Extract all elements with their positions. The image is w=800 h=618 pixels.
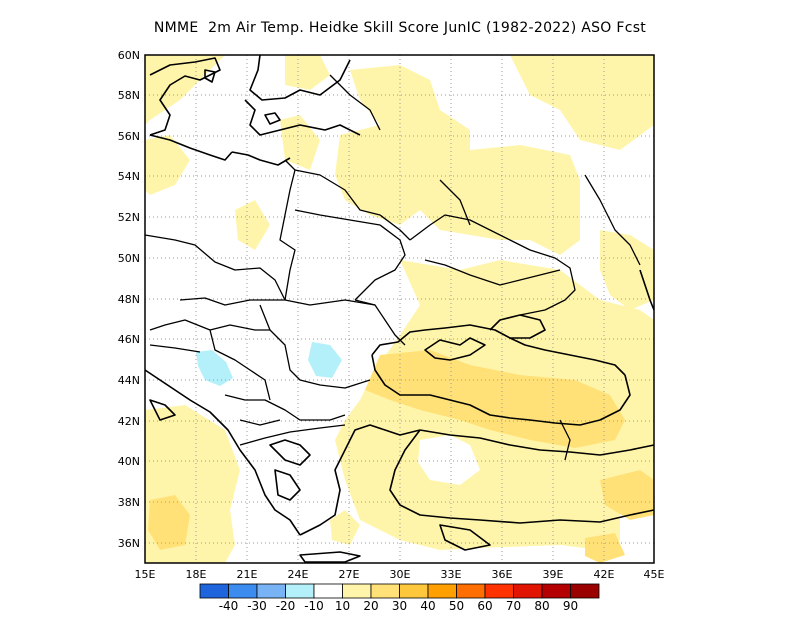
y-tick-label: 48N bbox=[118, 293, 140, 306]
colorbar-label: 60 bbox=[477, 599, 492, 613]
y-tick-label: 54N bbox=[118, 170, 140, 183]
colorbar-label: 70 bbox=[506, 599, 521, 613]
y-tick-label: 50N bbox=[118, 252, 140, 265]
colorbar-swatch bbox=[228, 583, 258, 599]
map-panel bbox=[144, 54, 655, 564]
y-tick-label: 44N bbox=[118, 374, 140, 387]
colorbar-label: -30 bbox=[247, 599, 267, 613]
x-tick-label: 33E bbox=[441, 568, 462, 581]
x-tick-label: 27E bbox=[339, 568, 360, 581]
x-tick-label: 39E bbox=[543, 568, 564, 581]
colorbar-swatch bbox=[484, 583, 514, 599]
x-tick-label: 15E bbox=[135, 568, 156, 581]
colorbar-label: 20 bbox=[363, 599, 378, 613]
x-tick-label: 18E bbox=[186, 568, 207, 581]
colorbar-label: 40 bbox=[420, 599, 435, 613]
y-tick-label: 40N bbox=[118, 455, 140, 468]
colorbar-label: 50 bbox=[449, 599, 464, 613]
y-tick-label: 60N bbox=[118, 49, 140, 62]
colorbar-swatch bbox=[456, 583, 486, 599]
y-tick-label: 52N bbox=[118, 211, 140, 224]
score-region-10-20 bbox=[145, 55, 654, 563]
colorbar-label: 30 bbox=[392, 599, 407, 613]
colorbar-swatch bbox=[399, 583, 429, 599]
colorbar-label: -20 bbox=[276, 599, 296, 613]
x-tick-label: 42E bbox=[594, 568, 615, 581]
x-tick-label: 30E bbox=[390, 568, 411, 581]
y-axis: 36N 38N 40N 42N 44N 46N 48N 50N 52N 54N … bbox=[118, 49, 140, 550]
x-axis: 15E 18E 21E 24E 27E 30E 33E 36E 39E 42E … bbox=[135, 568, 665, 581]
colorbar-swatch bbox=[370, 583, 400, 599]
colorbar-swatch bbox=[342, 583, 372, 599]
graticule bbox=[145, 55, 654, 563]
country-borders bbox=[144, 74, 641, 461]
colorbar-swatch bbox=[313, 583, 343, 599]
colorbar-swatch bbox=[513, 583, 543, 599]
colorbar-swatch bbox=[199, 583, 229, 599]
x-tick-label: 36E bbox=[492, 568, 513, 581]
colorbar-swatch bbox=[541, 583, 571, 599]
y-tick-label: 36N bbox=[118, 537, 140, 550]
x-tick-label: 45E bbox=[644, 568, 665, 581]
score-region-minus-10 bbox=[196, 342, 342, 386]
colorbar: -40 -30 -20 -10 10 20 30 40 50 60 70 80 90 bbox=[199, 583, 600, 613]
colorbar-label: 10 bbox=[335, 599, 350, 613]
y-tick-label: 56N bbox=[118, 130, 140, 143]
coastlines bbox=[144, 54, 655, 563]
colorbar-swatch bbox=[285, 583, 315, 599]
x-tick-label: 24E bbox=[288, 568, 309, 581]
y-tick-label: 42N bbox=[118, 415, 140, 428]
map-border bbox=[144, 54, 655, 564]
y-tick-label: 58N bbox=[118, 89, 140, 102]
colorbar-label: -40 bbox=[219, 599, 239, 613]
colorbar-label: 80 bbox=[534, 599, 549, 613]
chart-title: NMME 2m Air Temp. Heidke Skill Score Jun… bbox=[153, 20, 647, 36]
colorbar-swatch bbox=[427, 583, 457, 599]
colorbar-swatch bbox=[256, 583, 286, 599]
x-tick-label: 21E bbox=[237, 568, 258, 581]
y-tick-label: 38N bbox=[118, 496, 140, 509]
colorbar-label: -10 bbox=[304, 599, 324, 613]
colorbar-swatch bbox=[570, 583, 600, 599]
y-tick-label: 46N bbox=[118, 333, 140, 346]
colorbar-label: 90 bbox=[563, 599, 578, 613]
